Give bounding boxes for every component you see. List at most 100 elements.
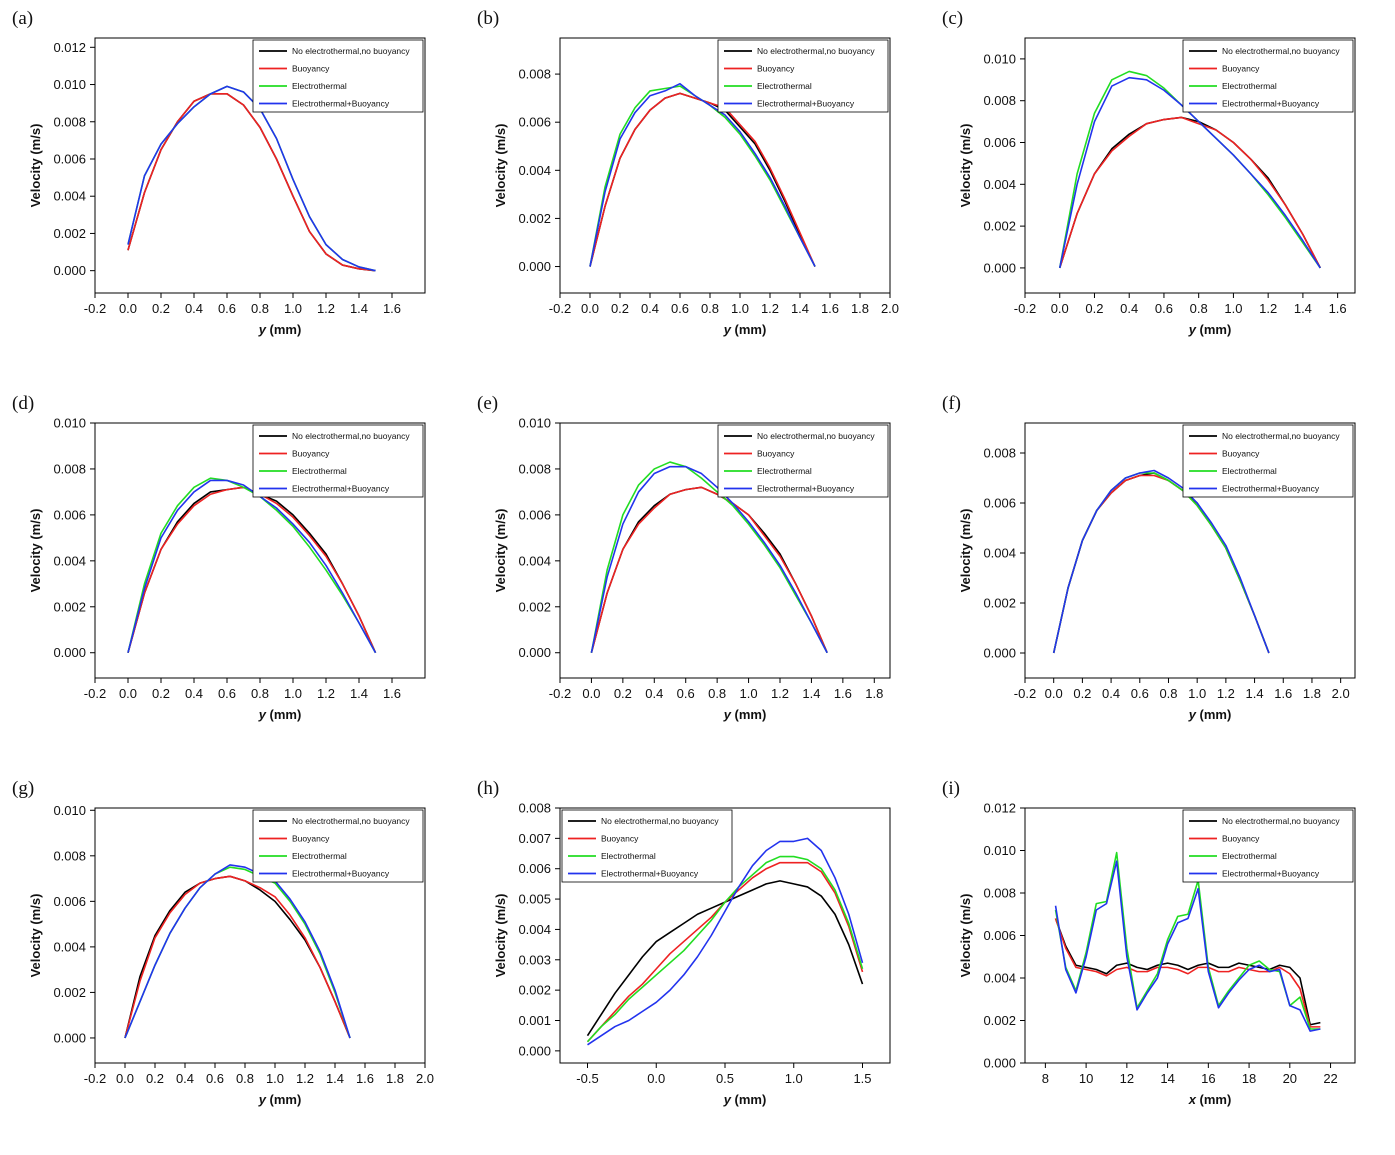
legend-label: Buoyancy bbox=[1222, 834, 1260, 844]
y-tick-label: 0.001 bbox=[518, 1013, 551, 1028]
legend-label: Electrothermal bbox=[1222, 851, 1277, 861]
x-axis-variable: y bbox=[258, 707, 267, 722]
x-tick-label: -0.2 bbox=[549, 301, 571, 316]
legend-label: No electrothermal,no buoyancy bbox=[757, 431, 875, 441]
x-tick-label: 1.4 bbox=[1294, 301, 1312, 316]
y-tick-label: 0.010 bbox=[983, 51, 1016, 66]
chart-svg: (i) 8 10 12 14 16 18 20 22 0.000 0.002 0.004 0.006 0.… bbox=[942, 778, 1356, 1107]
panel-label: (e) bbox=[477, 393, 498, 414]
chart-panel: (i) 8 10 12 14 16 18 20 22 0.000 0.002 0.004 0.006 0.… bbox=[930, 770, 1395, 1155]
x-tick-label: 0.6 bbox=[1155, 301, 1173, 316]
y-tick-label: 0.003 bbox=[518, 952, 551, 967]
y-tick-label: 0.006 bbox=[518, 115, 551, 130]
panel-label: (f) bbox=[942, 393, 961, 414]
x-tick-label: 1.2 bbox=[1217, 686, 1235, 701]
legend-box bbox=[1182, 39, 1354, 113]
y-tick-label: 0.000 bbox=[983, 260, 1016, 275]
y-tick-label: 0.002 bbox=[518, 211, 551, 226]
x-tick-label: 1.8 bbox=[1303, 686, 1321, 701]
x-tick-label: 1.4 bbox=[802, 686, 820, 701]
x-tick-label: 0.4 bbox=[641, 301, 659, 316]
x-tick-label: 1.6 bbox=[1274, 686, 1292, 701]
chart-svg: (c) -0.2 0.0 0.2 0.4 0.6 0.8 1.0 1.2 1.4 1.6 0.000 0… bbox=[942, 8, 1356, 337]
y-tick-label: 0.000 bbox=[518, 1043, 551, 1058]
y-tick-label: 0.006 bbox=[53, 894, 86, 909]
x-tick-label: 1.6 bbox=[1329, 301, 1347, 316]
y-tick-label: 0.008 bbox=[983, 886, 1016, 901]
y-tick-label: 0.010 bbox=[53, 77, 86, 92]
x-tick-label: 22 bbox=[1323, 1071, 1337, 1086]
x-tick-label: 0.0 bbox=[116, 1071, 134, 1086]
x-axis-title: y (mm) bbox=[723, 1092, 767, 1107]
x-tick-label: 1.0 bbox=[266, 1071, 284, 1086]
plot-frame bbox=[94, 807, 426, 1064]
x-tick-label: 0.6 bbox=[218, 686, 236, 701]
legend-label: Electrothermal bbox=[292, 466, 347, 476]
y-tick-label: 0.010 bbox=[53, 416, 86, 431]
x-axis-variable: y bbox=[1188, 322, 1197, 337]
x-tick-label: 1.0 bbox=[785, 1071, 803, 1086]
y-axis-title: Velocity (m/s) bbox=[28, 124, 43, 208]
y-tick-label: 0.004 bbox=[983, 971, 1016, 986]
x-axis-variable: y bbox=[723, 707, 732, 722]
y-axis-title: Velocity (m/s) bbox=[493, 509, 508, 593]
legend-label: Electrothermal bbox=[292, 851, 347, 861]
y-tick-label: 0.008 bbox=[53, 114, 86, 129]
legend-label: Electrothermal bbox=[757, 81, 812, 91]
x-tick-label: 18 bbox=[1242, 1071, 1256, 1086]
y-tick-label: 0.004 bbox=[53, 189, 86, 204]
x-axis-title: y (mm) bbox=[723, 707, 767, 722]
legend-box bbox=[1182, 809, 1354, 883]
x-tick-label: 0.2 bbox=[1085, 301, 1103, 316]
y-tick-label: 0.002 bbox=[518, 599, 551, 614]
legend: No electrothermal,no buoyancy Buoyancy Ele… bbox=[252, 424, 424, 498]
x-tick-label: 1.0 bbox=[731, 301, 749, 316]
x-tick-label: 2.0 bbox=[1332, 686, 1350, 701]
legend-box bbox=[717, 39, 889, 113]
panel-label: (b) bbox=[477, 8, 499, 29]
x-tick-label: 1.4 bbox=[326, 1071, 344, 1086]
chart-panel: (g) -0.2 0.0 0.2 0.4 0.6 0.8 1.0 1.2 1.4 1.6 1.8 2.0… bbox=[0, 770, 465, 1155]
y-tick-label: 0.008 bbox=[518, 67, 551, 82]
y-tick-label: 0.002 bbox=[53, 599, 86, 614]
x-tick-label: -0.2 bbox=[84, 1071, 106, 1086]
x-axis-title: x (mm) bbox=[1188, 1092, 1232, 1107]
legend-label: Electrothermal+Buoyancy bbox=[1222, 99, 1320, 109]
legend-label: Electrothermal bbox=[601, 851, 656, 861]
y-tick-label: 0.006 bbox=[983, 496, 1016, 511]
legend-label: Electrothermal bbox=[757, 466, 812, 476]
legend-box bbox=[1182, 424, 1354, 498]
chart-svg: (d) -0.2 0.0 0.2 0.4 0.6 0.8 1.0 1.2 1.4 1.6 0.000 0… bbox=[12, 393, 426, 722]
x-tick-label: 0.8 bbox=[251, 686, 269, 701]
chart-svg: (h) -0.5 0.0 0.5 1.0 1.5 0.000 0.001 0.002 0.003 0… bbox=[477, 778, 891, 1107]
x-tick-label: 0.4 bbox=[1102, 686, 1120, 701]
series-line bbox=[1054, 918, 1321, 1026]
x-tick-label: 0.6 bbox=[206, 1071, 224, 1086]
x-tick-label: 1.2 bbox=[317, 301, 335, 316]
x-tick-label: 0.6 bbox=[218, 301, 236, 316]
x-tick-label: 0.2 bbox=[152, 686, 170, 701]
legend-label: No electrothermal,no buoyancy bbox=[292, 816, 410, 826]
x-tick-label: 0.4 bbox=[185, 301, 203, 316]
x-axis-variable: y bbox=[258, 322, 267, 337]
legend-label: Electrothermal bbox=[292, 81, 347, 91]
y-tick-label: 0.002 bbox=[983, 1013, 1016, 1028]
x-tick-label: 0.8 bbox=[701, 301, 719, 316]
legend: No electrothermal,no buoyancy Buoyancy Ele… bbox=[561, 809, 733, 883]
x-axis-unit: (mm) bbox=[266, 707, 301, 722]
legend-label: Electrothermal+Buoyancy bbox=[292, 869, 390, 879]
series-line bbox=[587, 837, 864, 1046]
x-axis-title: y (mm) bbox=[258, 1092, 302, 1107]
x-tick-label: 0.8 bbox=[1159, 686, 1177, 701]
x-tick-label: 10 bbox=[1079, 1071, 1093, 1086]
y-tick-label: 0.008 bbox=[53, 848, 86, 863]
chart-panel: (d) -0.2 0.0 0.2 0.4 0.6 0.8 1.0 1.2 1.4 1.6 0.000 0… bbox=[0, 385, 465, 770]
chart-panel: (a) -0.2 0.0 0.2 0.4 0.6 0.8 1.0 1.2 1.4 1.6 0.000 0… bbox=[0, 0, 465, 385]
series-line bbox=[1052, 472, 1270, 654]
legend-label: No electrothermal,no buoyancy bbox=[292, 46, 410, 56]
series-line bbox=[124, 864, 351, 1039]
legend-label: No electrothermal,no buoyancy bbox=[1222, 431, 1340, 441]
legend-label: Electrothermal+Buoyancy bbox=[1222, 484, 1320, 494]
x-tick-label: 0.8 bbox=[1190, 301, 1208, 316]
x-tick-label: 0.4 bbox=[645, 686, 663, 701]
